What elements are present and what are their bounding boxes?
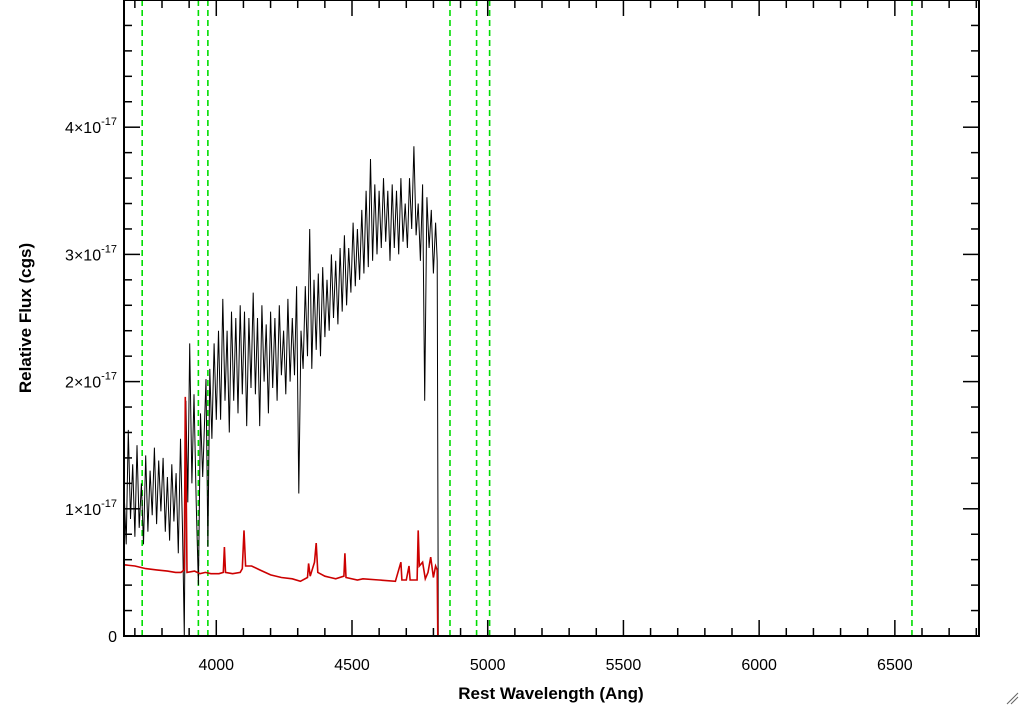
y-tick-label: 4×10-17 <box>65 116 117 137</box>
data-series <box>124 146 979 636</box>
x-tick-label: 4500 <box>334 657 370 674</box>
y-tick-label: 3×10-17 <box>65 243 117 264</box>
x-tick-label: 5000 <box>470 657 506 674</box>
resize-grip-icon[interactable] <box>1006 692 1019 705</box>
y-tick-label: 2×10-17 <box>65 371 117 392</box>
plot-frame <box>123 0 980 637</box>
x-tick-label: 4000 <box>198 657 234 674</box>
x-tick-label: 6500 <box>877 657 913 674</box>
x-tick-label: 6000 <box>741 657 777 674</box>
y-tick-label: 1×10-17 <box>65 498 117 519</box>
ticks <box>124 0 979 637</box>
y-axis-title: Relative Flux (cgs) <box>16 243 35 393</box>
series-line-black <box>124 146 979 636</box>
x-axis-title: Rest Wavelength (Ang) <box>458 684 643 703</box>
axes-frame <box>123 0 980 637</box>
tick-labels: 4000 4500 5000 5500 6000 6500 0 1×10-17 2×10-17 3… <box>65 116 913 674</box>
y-tick-label: 0 <box>108 629 117 646</box>
x-tick-label: 5500 <box>606 657 642 674</box>
series-line-red <box>124 396 979 636</box>
